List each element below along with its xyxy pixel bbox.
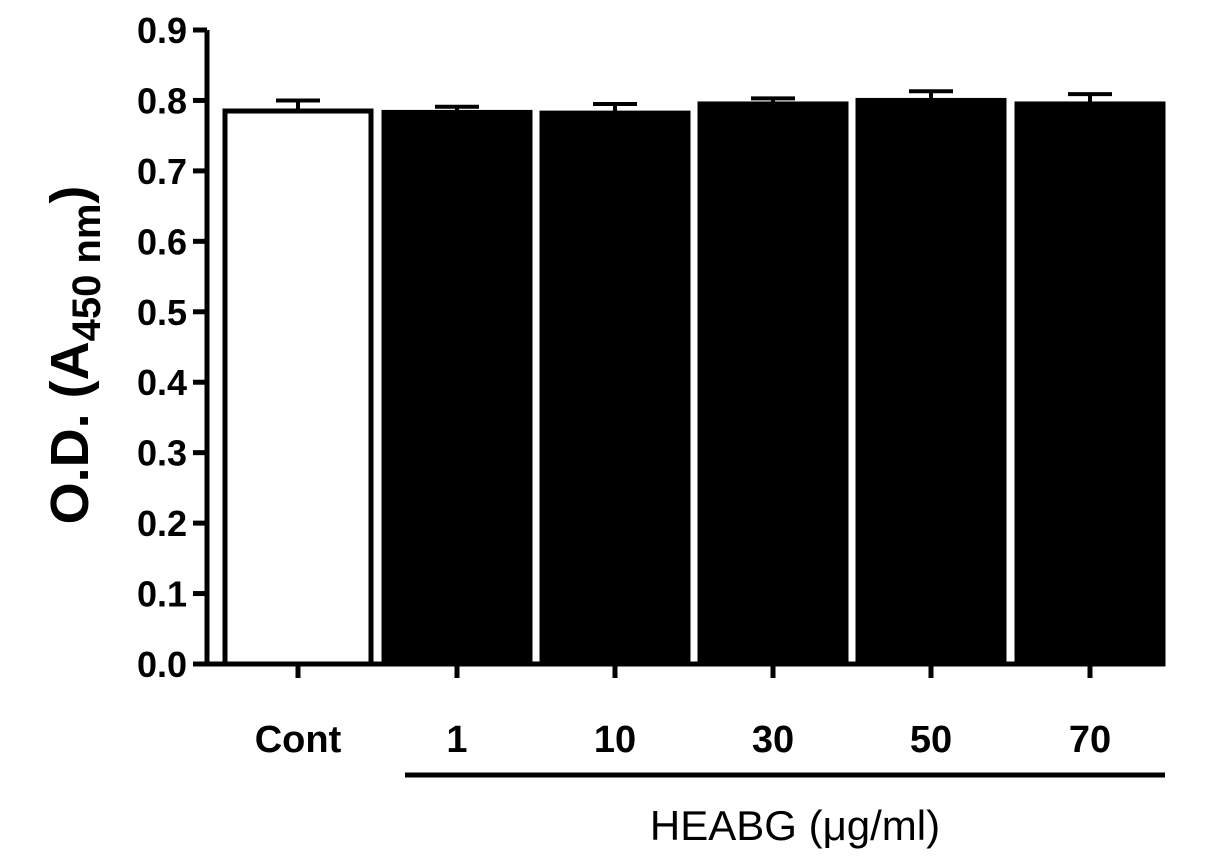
y-axis-title: O.D. (A450 nm) bbox=[40, 186, 109, 525]
bar-1 bbox=[381, 109, 533, 667]
y-axis-title-subscript: 450 nm bbox=[65, 204, 109, 342]
y-tick-label: 0.3 bbox=[137, 433, 187, 474]
y-tick-label: 0.8 bbox=[137, 80, 187, 121]
y-tick-label: 0.6 bbox=[137, 221, 187, 262]
bars bbox=[222, 97, 1166, 667]
error-bars bbox=[276, 89, 1112, 114]
y-tick-label: 0.2 bbox=[137, 503, 187, 544]
y-axis: 0.0 0.1 0.2 0.3 0.4 0.5 0.6 0.7 0.8 0.9 bbox=[137, 10, 210, 685]
category-label-1: 1 bbox=[446, 719, 467, 761]
bar-Cont bbox=[222, 108, 374, 667]
group-label: HEABG (μg/ml) bbox=[650, 802, 940, 849]
category-label-70: 70 bbox=[1069, 719, 1111, 761]
category-label-50: 50 bbox=[910, 719, 952, 761]
category-label-Cont: Cont bbox=[255, 719, 342, 761]
y-tick-label: 0.9 bbox=[137, 10, 187, 51]
bar-10 bbox=[539, 110, 691, 667]
y-tick-label: 0.1 bbox=[137, 574, 187, 615]
category-label-30: 30 bbox=[752, 719, 794, 761]
y-tick-label: 0.0 bbox=[137, 644, 187, 685]
y-tick-label: 0.7 bbox=[137, 151, 187, 192]
bar-30 bbox=[697, 101, 849, 667]
category-label-10: 10 bbox=[594, 719, 636, 761]
bar-50 bbox=[855, 97, 1007, 667]
y-tick-label: 0.4 bbox=[137, 362, 187, 403]
bar-70 bbox=[1014, 101, 1166, 667]
category-labels: Cont 1 10 30 50 70 bbox=[255, 719, 1111, 761]
y-tick-label: 0.5 bbox=[137, 292, 187, 333]
